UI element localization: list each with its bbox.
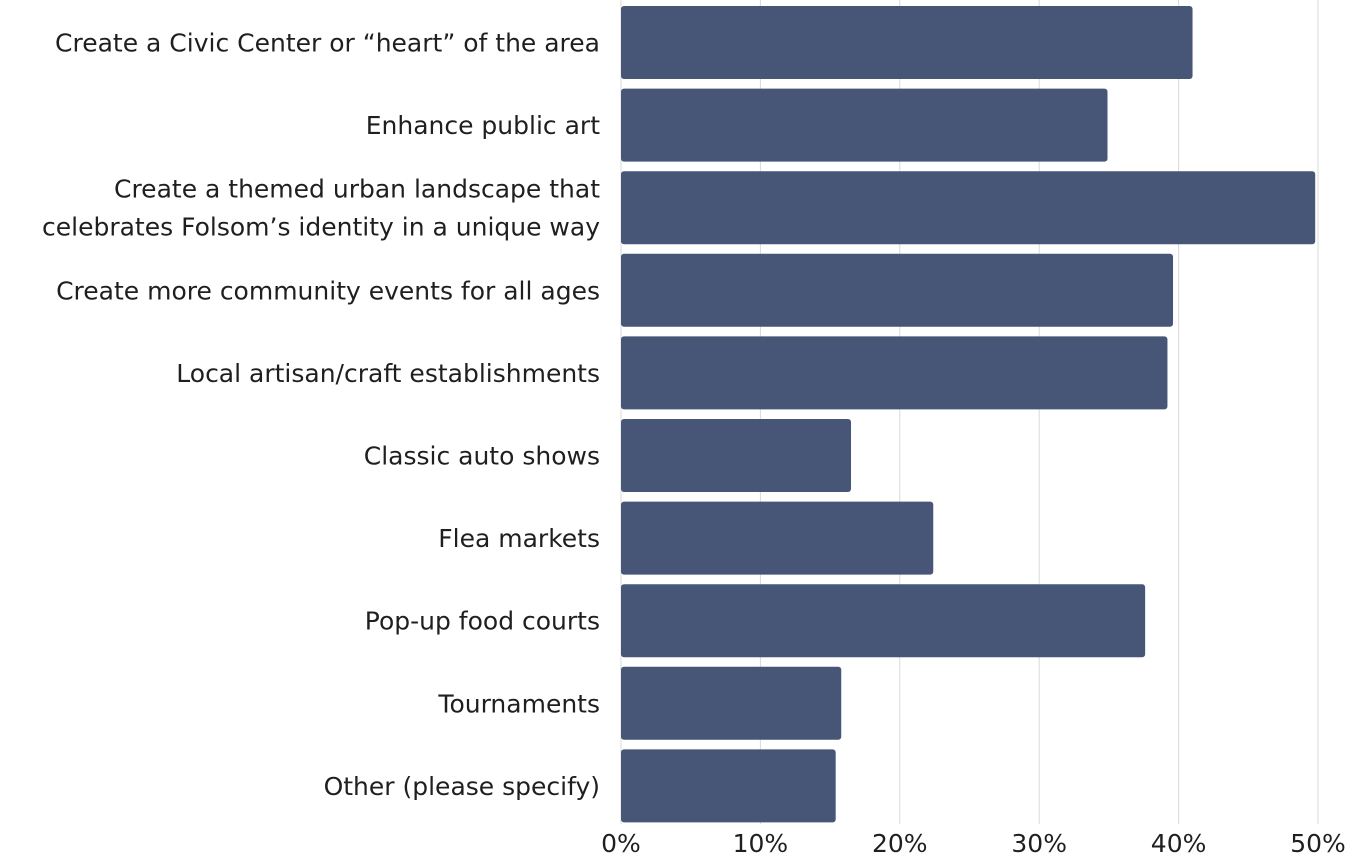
x-tick-label: 20%	[872, 829, 928, 858]
category-label: Create more community events for all age…	[56, 276, 600, 305]
x-tick-label: 10%	[733, 829, 789, 858]
category-label-line: celebrates Folsom’s identity in a unique…	[42, 213, 600, 242]
x-tick-label: 50%	[1290, 829, 1346, 858]
bar	[621, 88, 1108, 162]
category-label: Classic auto shows	[364, 442, 600, 471]
bar	[621, 749, 836, 823]
category-label-line: Local artisan/craft establishments	[176, 359, 600, 388]
x-tick-label: 0%	[601, 829, 641, 858]
category-label-line: Enhance public art	[366, 111, 600, 140]
category-label: Local artisan/craft establishments	[176, 359, 600, 388]
bars	[621, 6, 1316, 823]
category-label: Create a themed urban landscape that cele…	[42, 175, 600, 242]
x-tick-label: 30%	[1011, 829, 1067, 858]
category-label-line: Pop-up food courts	[365, 607, 600, 636]
category-label: Other (please specify)	[324, 772, 600, 801]
bar	[621, 419, 852, 492]
category-label-line: Classic auto shows	[364, 442, 600, 471]
category-label-line: Tournaments	[437, 689, 600, 718]
category-label-line: Create more community events for all age…	[56, 276, 600, 305]
category-label: Tournaments	[437, 689, 600, 718]
category-label: Pop-up food courts	[365, 607, 600, 636]
bar	[621, 336, 1168, 410]
bar	[621, 666, 842, 740]
bar	[621, 6, 1193, 79]
category-label: Enhance public art	[366, 111, 600, 140]
category-label-line: Create a themed urban landscape that	[114, 175, 600, 204]
category-label: Create a Civic Center or “heart” of the …	[55, 29, 600, 58]
bar	[621, 253, 1174, 327]
x-axis-ticks: 0% 10% 20% 30% 40% 50%	[601, 829, 1346, 858]
category-label-line: Other (please specify)	[324, 772, 600, 801]
category-label-line: Flea markets	[438, 524, 600, 553]
x-tick-label: 40%	[1151, 829, 1207, 858]
bar	[621, 171, 1316, 245]
category-labels: Create a Civic Center or “heart” of the …	[42, 29, 600, 801]
category-label: Flea markets	[438, 524, 600, 553]
bar	[621, 501, 934, 575]
bar	[621, 584, 1146, 658]
category-label-line: Create a Civic Center or “heart” of the …	[55, 29, 600, 58]
